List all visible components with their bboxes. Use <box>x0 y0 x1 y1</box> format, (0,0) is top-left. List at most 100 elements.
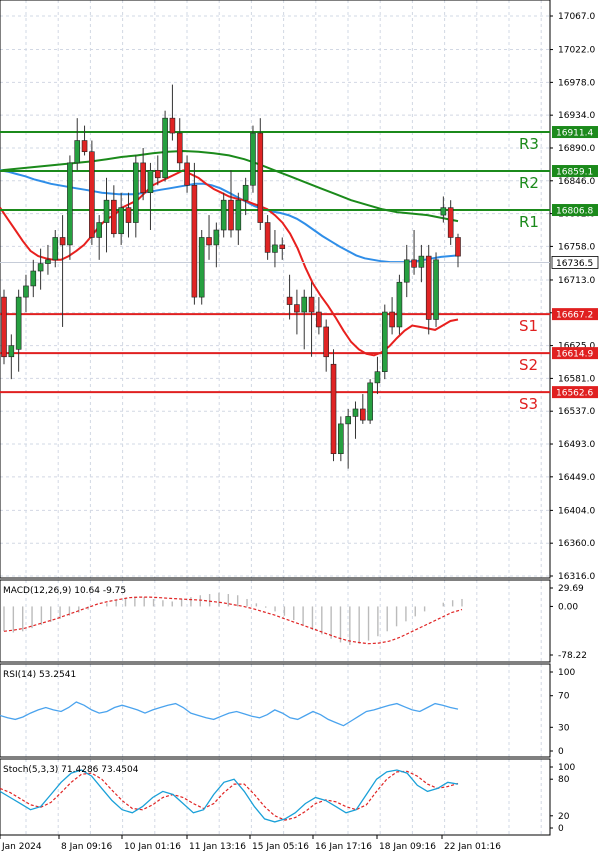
level-name-r1: R1 <box>519 213 539 231</box>
candle <box>294 289 300 335</box>
x-tick-label: 22 Jan 01:16 <box>444 842 501 852</box>
stoch-grid <box>0 758 551 836</box>
candle <box>301 289 308 350</box>
level-name-s2: S2 <box>519 356 538 374</box>
macd-histogram <box>3 592 463 645</box>
price-axis: 17067.0 17022.0 16978.0 16934.0 16890.0 16846… <box>550 12 599 582</box>
candle <box>374 356 381 395</box>
candle-bear <box>169 117 176 134</box>
candle-bull <box>133 162 139 223</box>
candle-bear <box>176 132 183 164</box>
candle <box>228 170 234 238</box>
candle <box>323 319 329 372</box>
rsi-axis: 100 70 30 0 <box>550 668 575 757</box>
candle-bear <box>191 184 198 298</box>
candle-bull <box>367 382 373 421</box>
candle-bull <box>403 259 410 283</box>
candle-bull <box>242 184 249 201</box>
candle-bull <box>52 237 59 261</box>
candle-bear <box>389 311 395 328</box>
panel-frame <box>0 663 551 758</box>
level-price-label-r2: 16859.1 <box>556 168 593 178</box>
current-price-badge <box>551 256 599 269</box>
candle <box>213 222 220 268</box>
candle-bull <box>37 263 44 272</box>
candle-bear <box>228 199 234 231</box>
price-tick-label: 16890.0 <box>558 144 595 154</box>
price-tick-label: 16537.0 <box>558 407 595 417</box>
candle <box>125 192 132 238</box>
level-price-label-r3: 16911.4 <box>556 129 593 139</box>
candle-bull <box>162 117 168 179</box>
candle-bull <box>352 408 359 417</box>
price-tick-label: 16978.0 <box>558 78 595 88</box>
stoch-title: Stoch(5,3,3) 71.4286 73.4504 <box>3 765 139 775</box>
candle <box>381 304 388 380</box>
candle <box>338 416 344 462</box>
level-price-label-s3: 16562.6 <box>556 389 593 399</box>
candle-bear <box>323 326 329 358</box>
candle <box>147 162 154 231</box>
candle-bear <box>360 408 366 421</box>
level-name-s3: S3 <box>519 395 538 413</box>
time-axis: Jan 2024 8 Jan 09:16 10 Jan 01:16 11 Jan 13… <box>0 835 501 852</box>
candle-bear <box>286 296 293 305</box>
candle <box>37 248 44 290</box>
panel-frame <box>0 579 551 663</box>
rsi-panel: RSI(14) 53.2541 100 70 30 0 <box>0 663 575 758</box>
candle <box>308 282 315 357</box>
candle-bear <box>111 199 117 235</box>
candle <box>30 259 37 298</box>
x-tick-label: 10 Jan 01:16 <box>124 842 181 852</box>
level-badge <box>552 204 598 217</box>
panel-frame <box>0 0 551 579</box>
candle-bear <box>264 222 271 253</box>
price-tick-label: 16449.0 <box>558 473 595 483</box>
candle-bull <box>433 259 439 320</box>
candle <box>257 118 264 231</box>
level-name-r3: R3 <box>519 135 539 153</box>
price-tick-label: 16934.0 <box>558 111 595 121</box>
level-badge <box>552 126 598 139</box>
candle-bull <box>220 199 227 231</box>
candle <box>96 215 102 260</box>
candle <box>396 274 403 335</box>
level-badge <box>552 165 598 178</box>
candle <box>23 274 29 313</box>
candle-bear <box>455 237 461 257</box>
candle <box>191 162 198 305</box>
macd-title: MACD(12,26,9) 10.64 -9.75 <box>3 586 126 596</box>
level-price-label-s2: 16614.9 <box>556 350 593 360</box>
stoch-tick-label: 100 <box>558 763 575 773</box>
price-panel: R3 R2 R1 S1 S2 S3 17067.0 17022.0 16978.0 16934.… <box>0 0 599 582</box>
candles <box>1 84 461 469</box>
price-tick-label: 16404.0 <box>558 506 595 516</box>
candle <box>433 252 439 327</box>
candle <box>1 289 7 365</box>
candle-bull <box>45 259 51 264</box>
candle-bull <box>67 162 73 246</box>
price-tick-label: 16493.0 <box>558 440 595 450</box>
price-tick-label: 16581.0 <box>558 374 595 384</box>
candle-bear <box>89 151 95 238</box>
candle-bull <box>103 199 110 223</box>
candle-bear <box>316 311 322 328</box>
candle <box>133 155 139 238</box>
candle <box>169 84 176 141</box>
candle-bull <box>8 345 15 358</box>
panel-frame <box>0 758 551 836</box>
rsi-grid <box>0 663 551 758</box>
x-tick-label: 18 Jan 09:16 <box>379 842 436 852</box>
rsi-tick-label: 70 <box>558 692 570 702</box>
candle-bear <box>140 162 146 194</box>
price-tick-label: 17022.0 <box>558 46 595 56</box>
rsi-tick-label: 100 <box>558 668 575 678</box>
candle-bull <box>374 371 381 384</box>
stoch-panel: Stoch(5,3,3) 71.4286 73.4504 100 80 20 0 <box>0 758 575 836</box>
candle <box>59 215 66 327</box>
candle-bull <box>74 140 81 164</box>
candle-bull <box>272 244 278 253</box>
candle-bear <box>125 207 132 223</box>
level-price-label-r1: 16806.8 <box>556 207 593 217</box>
